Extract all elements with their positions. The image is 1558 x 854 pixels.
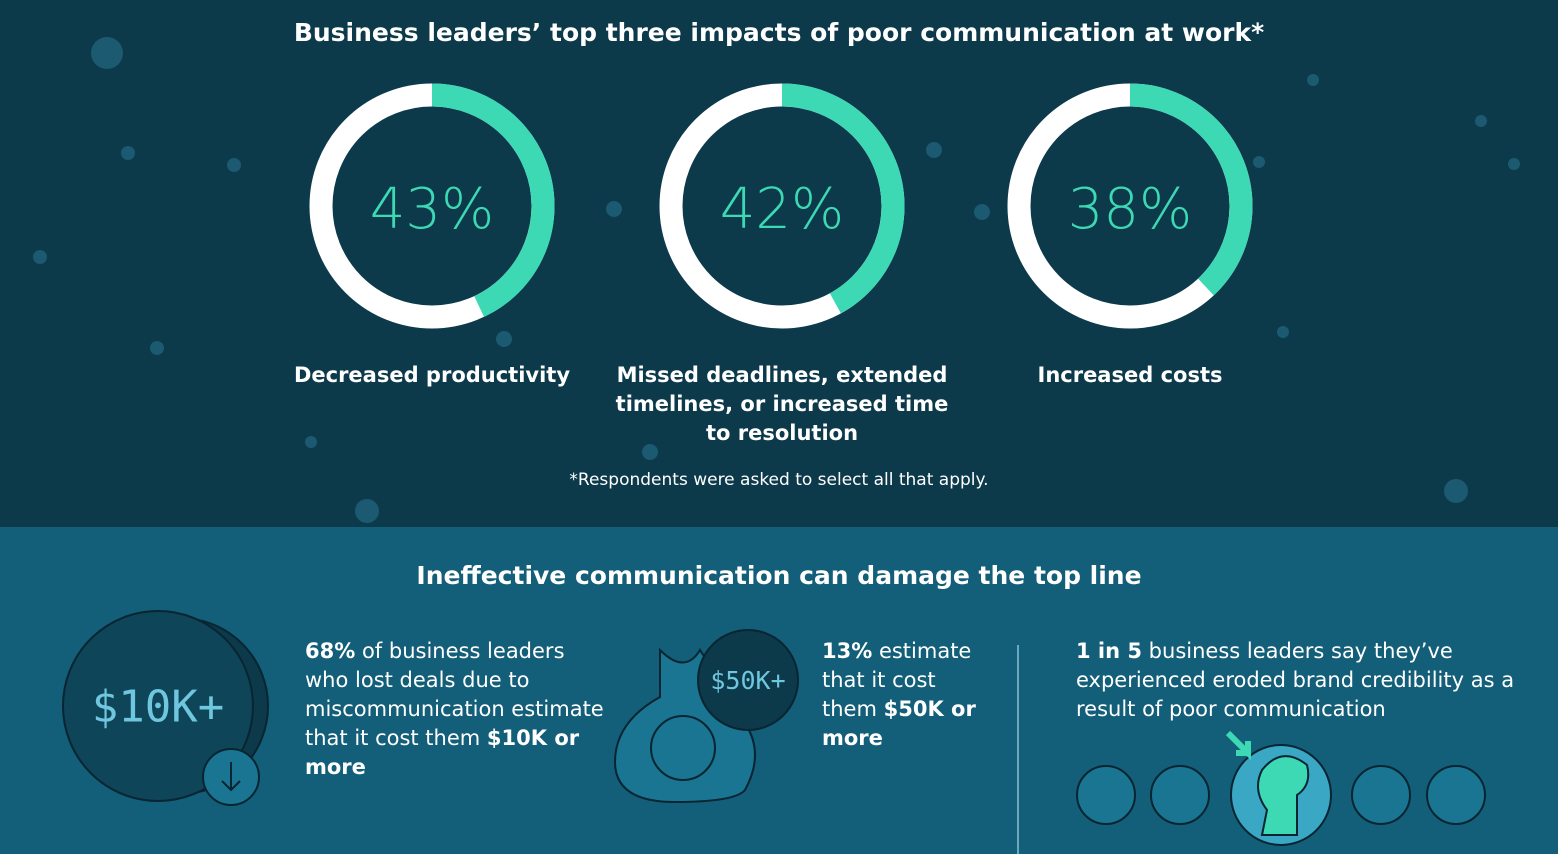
ring-value bbox=[659, 83, 905, 329]
footnote: *Respondents were asked to select all th… bbox=[569, 470, 989, 490]
stat-highlight: 1 in 5 bbox=[1076, 639, 1142, 663]
impact-label: Missed deadlines, extended timelines, or… bbox=[615, 363, 949, 445]
coin-icon bbox=[62, 610, 269, 806]
stat-text-run: of business leaders who lost deals due t… bbox=[305, 639, 604, 750]
impact-label: Decreased productivity bbox=[293, 363, 571, 387]
people-icons bbox=[1076, 730, 1486, 846]
title: Business leaders’ top three impacts of p… bbox=[293, 18, 1265, 47]
stat-highlight: 13% bbox=[822, 639, 873, 663]
ring-label: 42% bbox=[720, 177, 844, 242]
stat-text: 13% estimate that it cost them $50K or m… bbox=[822, 637, 992, 753]
section-title: Ineffective communication can damage the… bbox=[416, 561, 1142, 590]
stat-text: 68% of business leaders who lost deals d… bbox=[305, 637, 605, 782]
stat-text-run: business leaders say they’ve experienced… bbox=[1076, 639, 1515, 721]
stat-text: 1 in 5 business leaders say they’ve expe… bbox=[1076, 637, 1516, 724]
decor-dots bbox=[33, 37, 1520, 523]
badge-label: $10K+ bbox=[92, 681, 224, 732]
ring-value bbox=[309, 83, 555, 329]
money-bag-icon bbox=[613, 629, 799, 804]
stat-text-run: estimate that it cost them bbox=[822, 639, 972, 721]
badge-label: $50K+ bbox=[710, 666, 785, 695]
stat-highlight: $10K or more bbox=[305, 726, 580, 779]
stat-highlight: 68% bbox=[305, 639, 356, 663]
impact-label: Increased costs bbox=[1037, 363, 1223, 387]
ring-value bbox=[1007, 83, 1253, 329]
stat-highlight: $50K or more bbox=[822, 697, 976, 750]
ring-label: 38% bbox=[1068, 177, 1192, 242]
ring-label: 43% bbox=[370, 177, 494, 242]
